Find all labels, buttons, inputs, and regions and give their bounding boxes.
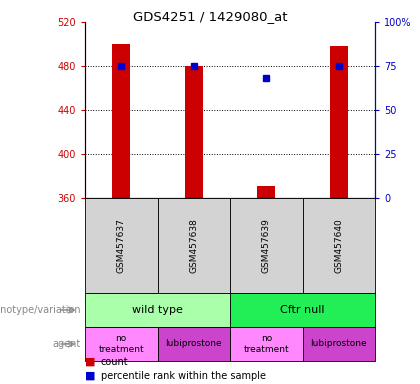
- Text: GSM457639: GSM457639: [262, 218, 271, 273]
- FancyBboxPatch shape: [85, 198, 158, 293]
- FancyBboxPatch shape: [230, 198, 302, 293]
- FancyBboxPatch shape: [230, 293, 375, 327]
- Text: GDS4251 / 1429080_at: GDS4251 / 1429080_at: [133, 10, 287, 23]
- Text: no
treatment: no treatment: [98, 334, 144, 354]
- FancyBboxPatch shape: [158, 198, 230, 293]
- Text: ■: ■: [85, 357, 95, 367]
- Text: lubiprostone: lubiprostone: [165, 339, 222, 349]
- Text: GSM457638: GSM457638: [189, 218, 198, 273]
- Text: percentile rank within the sample: percentile rank within the sample: [101, 371, 266, 381]
- FancyBboxPatch shape: [158, 327, 230, 361]
- FancyBboxPatch shape: [302, 198, 375, 293]
- Bar: [257, 186, 276, 198]
- Text: wild type: wild type: [132, 305, 183, 315]
- Text: agent: agent: [52, 339, 81, 349]
- Bar: [185, 66, 203, 198]
- Bar: [330, 46, 348, 198]
- Text: count: count: [101, 357, 129, 367]
- Text: Cftr null: Cftr null: [280, 305, 325, 315]
- Text: lubiprostone: lubiprostone: [310, 339, 367, 349]
- Text: no
treatment: no treatment: [244, 334, 289, 354]
- FancyBboxPatch shape: [230, 327, 302, 361]
- Text: ■: ■: [85, 371, 95, 381]
- Text: GSM457640: GSM457640: [334, 218, 343, 273]
- FancyBboxPatch shape: [302, 327, 375, 361]
- Text: GSM457637: GSM457637: [117, 218, 126, 273]
- FancyBboxPatch shape: [85, 293, 230, 327]
- FancyBboxPatch shape: [85, 327, 158, 361]
- Bar: [112, 44, 130, 198]
- Text: genotype/variation: genotype/variation: [0, 305, 81, 315]
